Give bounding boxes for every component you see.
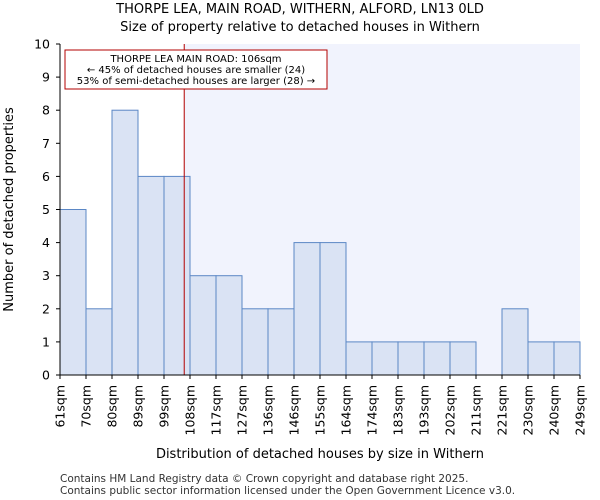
bar-61sqm [59,209,87,376]
bar-146sqm [293,242,321,376]
bar-127sqm [241,308,269,376]
bar-89sqm [137,175,165,376]
x-tick-label: 89sqm [131,385,146,428]
x-tick-label: 146sqm [287,385,302,435]
x-tick-label: 61sqm [53,385,68,428]
x-tick-label: 127sqm [235,385,250,435]
bar-164sqm [345,341,373,376]
bar-183sqm [397,341,425,376]
x-tick-label: 136sqm [261,385,276,435]
bar-155sqm [319,242,347,376]
annotation-larger: 53% of semi-detached houses are larger (… [77,76,315,87]
x-tick-label: 108sqm [183,385,198,435]
y-tick-label: 6 [42,169,50,184]
bar-80sqm [111,109,139,376]
y-tick-label: 2 [42,301,50,316]
x-tick-label: 164sqm [339,385,354,435]
bar-193sqm [423,341,451,376]
y-tick-label: 3 [42,268,50,283]
annotation-smaller: ← 45% of detached houses are smaller (24… [87,65,305,76]
y-axis-label: Number of detached properties [2,107,17,312]
y-tick-label: 1 [42,334,50,349]
x-tick-label: 221sqm [495,385,510,435]
x-tick-label: 80sqm [105,385,120,428]
bars-group [59,109,581,376]
x-tick-label: 183sqm [391,385,406,435]
x-tick-label: 240sqm [547,385,562,435]
y-tick-label: 7 [42,136,50,151]
annotation-border [64,49,328,90]
bar-108sqm [189,275,217,376]
bar-117sqm [215,275,243,376]
x-tick-label: 99sqm [157,385,172,428]
footer-copyright: Contains HM Land Registry data © Crown c… [60,473,469,485]
x-axis: 61sqm 70sqm 80sqm 89sqm 99sqm 108sqm 117sqm 127… [53,374,588,435]
annotation-box: THORPE LEA MAIN ROAD: 106sqm ← 45% of de… [64,49,328,90]
x-tick-label: 117sqm [209,385,224,435]
bar-240sqm [553,341,581,376]
bar-221sqm [501,308,529,376]
bar-174sqm [371,341,399,376]
y-tick-label: 8 [42,103,50,118]
y-tick-label: 4 [42,235,50,250]
y-tick-label: 9 [42,70,50,85]
x-axis-label: Distribution of detached houses by size … [156,447,484,462]
chart-subtitle: Size of property relative to detached ho… [120,20,480,35]
footer-licence: Contains public sector information licen… [60,485,516,497]
x-tick-label: 174sqm [365,385,380,435]
bar-202sqm [449,341,477,376]
annotation-title: THORPE LEA MAIN ROAD: 106sqm [109,54,281,65]
x-tick-label: 193sqm [417,385,432,435]
x-tick-label: 230sqm [521,385,536,435]
y-axis: 0 1 2 3 4 5 6 7 8 9 10 [34,37,61,383]
y-tick-label: 0 [42,368,50,383]
bar-136sqm [267,308,295,376]
bar-99sqm [163,175,191,376]
x-tick-label: 70sqm [79,385,94,428]
x-tick-label: 155sqm [313,385,328,435]
histogram-chart: 0 1 2 3 4 5 6 7 8 9 10 61sqm 70sqm 80sqm 89sqm 99sqm 10… [2,37,588,463]
y-tick-label: 10 [34,37,50,52]
y-tick-label: 5 [42,202,50,217]
bar-70sqm [85,308,113,376]
x-tick-label: 211sqm [469,385,484,435]
bar-230sqm [527,341,555,376]
x-tick-label: 202sqm [443,385,458,435]
chart-title-address: THORPE LEA, MAIN ROAD, WITHERN, ALFORD, … [116,2,484,17]
x-tick-label: 249sqm [573,385,588,435]
